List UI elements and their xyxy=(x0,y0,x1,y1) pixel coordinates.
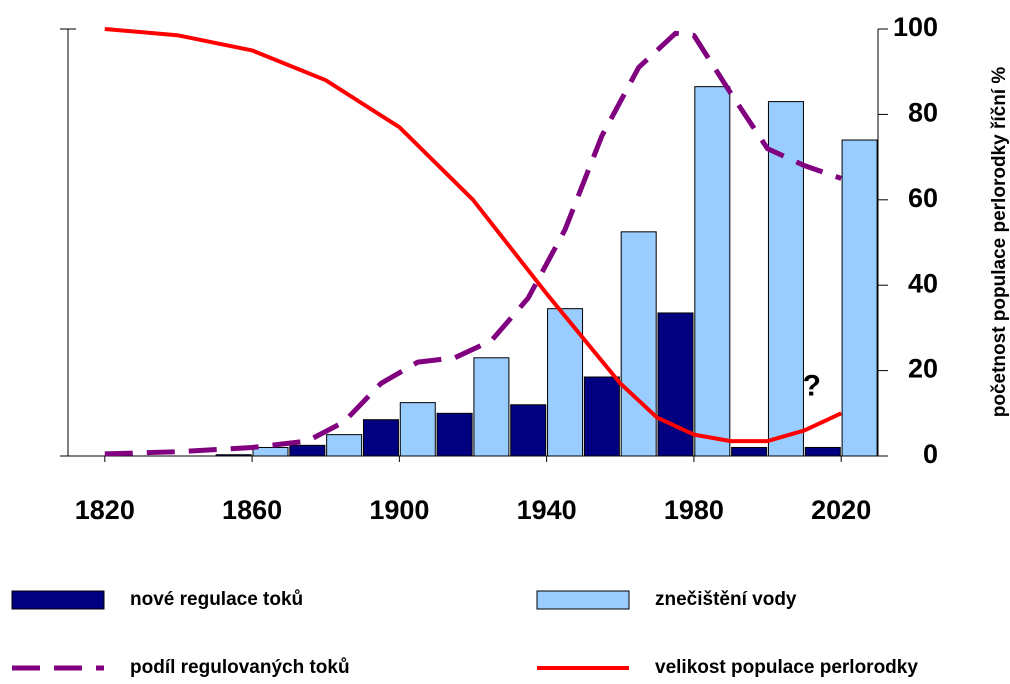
y-tick-label: 60 xyxy=(908,183,938,213)
bar xyxy=(289,444,326,457)
bar xyxy=(767,101,804,457)
x-tick-label: 1900 xyxy=(369,495,429,525)
x-tick-label: 2020 xyxy=(811,495,871,525)
y-tick-label: 40 xyxy=(908,268,938,298)
x-tick-label: 1860 xyxy=(222,495,282,525)
x-tick-label: 1940 xyxy=(517,495,577,525)
bar xyxy=(362,419,399,457)
x-tick-label: 1820 xyxy=(75,495,135,525)
legend-swatch xyxy=(536,590,630,610)
bar xyxy=(804,446,841,457)
annotation: ? xyxy=(803,370,821,403)
legend-label: velikost populace perlorodky xyxy=(655,657,918,678)
legend-label: podíl regulovaných toků xyxy=(130,657,350,678)
y-tick-label: 20 xyxy=(908,354,938,384)
line xyxy=(104,27,843,444)
y-tick-label: 100 xyxy=(893,12,938,42)
bar xyxy=(215,454,252,457)
bar xyxy=(694,86,731,457)
bar xyxy=(326,434,363,457)
legend-label: znečištění vody xyxy=(655,589,797,610)
bar xyxy=(399,402,436,457)
legend-swatch xyxy=(11,590,105,610)
y-axis-label: početnost populace perlorodky říční % xyxy=(989,67,1010,418)
bar xyxy=(841,139,878,457)
bar xyxy=(583,376,620,457)
bar xyxy=(252,446,289,457)
legend-label: nové regulace toků xyxy=(130,589,303,610)
bar xyxy=(436,412,473,457)
line xyxy=(104,30,843,457)
bar xyxy=(731,446,768,457)
bar xyxy=(510,404,547,457)
bar xyxy=(473,357,510,457)
x-tick-label: 1980 xyxy=(664,495,724,525)
bar xyxy=(620,231,657,457)
y-tick-label: 80 xyxy=(908,98,938,128)
y-tick-label: 0 xyxy=(923,439,938,469)
bar xyxy=(657,312,694,457)
